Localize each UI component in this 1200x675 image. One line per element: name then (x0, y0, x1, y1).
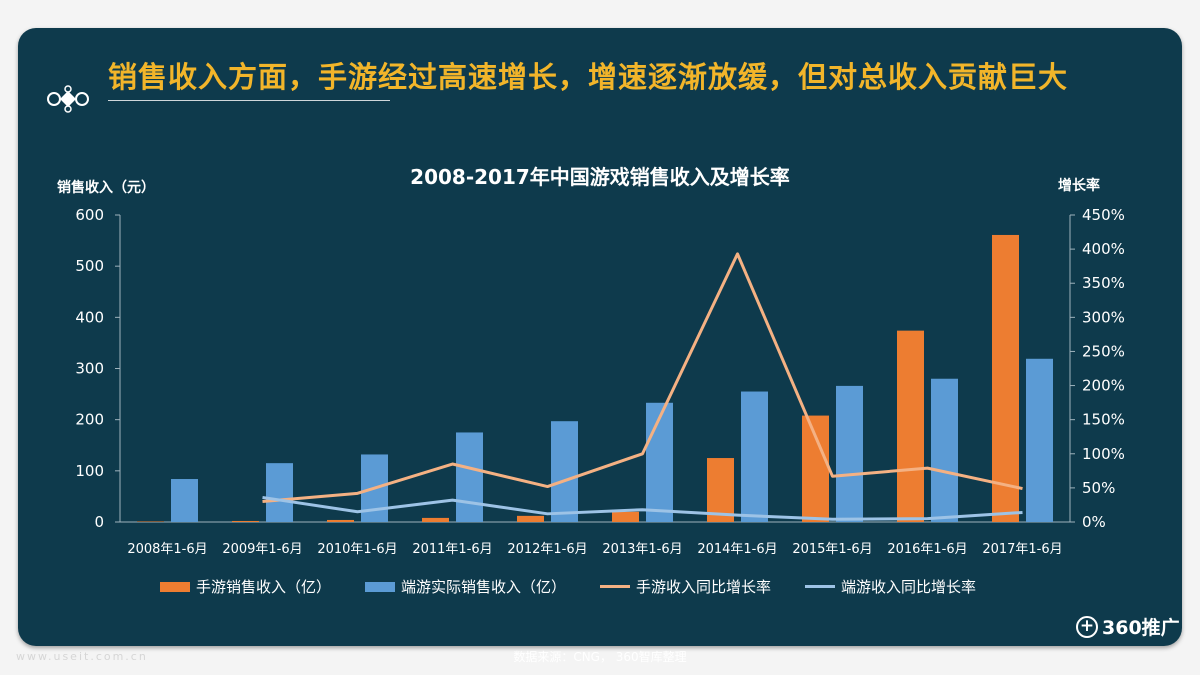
legend-label-pc-growth: 端游收入同比增长率 (841, 578, 977, 596)
line-mobile-growth (262, 252, 1023, 504)
bar-pc-revenue (171, 479, 198, 522)
bar-mobile-revenue (802, 415, 829, 522)
bar-mobile-revenue (992, 234, 1019, 522)
bar-pc-revenue (1026, 358, 1053, 522)
ornament-icon (47, 85, 89, 113)
bar-mobile-revenue (232, 520, 259, 522)
x-tick-label: 2012年1-6月 (507, 542, 587, 557)
bar-pc-revenue (266, 463, 293, 522)
y-left-tick-label: 500 (75, 257, 104, 275)
brand-logo-text: 360推广 (1102, 617, 1180, 639)
brand-logo: + 360推广 (1076, 613, 1180, 640)
y-right-tick-label: 50% (1082, 479, 1115, 497)
y-left-tick-label: 200 (75, 411, 104, 429)
bar-mobile-revenue (897, 330, 924, 522)
legend-swatch-mobile-growth (600, 585, 631, 588)
x-tick-label: 2008年1-6月 (127, 542, 207, 557)
y-right-tick-label: 200% (1082, 377, 1125, 395)
x-tick-label: 2013年1-6月 (602, 542, 682, 557)
y-left-tick-label: 300 (75, 360, 104, 378)
bar-mobile-revenue (137, 521, 164, 522)
y-axis-left-label: 销售收入（元） (57, 180, 155, 196)
y-right-tick-label: 300% (1082, 308, 1125, 326)
legend-label-mobile-growth: 手游收入同比增长率 (636, 578, 772, 596)
bar-pc-revenue (836, 385, 863, 522)
legend-item-pc-revenue: 端游实际销售收入（亿） (365, 576, 566, 597)
bar-pc-revenue (551, 421, 578, 522)
legend-swatch-pc-growth (805, 585, 836, 588)
y-right-tick-label: 100% (1082, 445, 1125, 463)
chart-legend: 手游销售收入（亿） 端游实际销售收入（亿） 手游收入同比增长率 端游收入同比增长… (160, 576, 1060, 597)
slide-panel: 数据来源：CNG， 360智库整理 (18, 28, 1182, 664)
y-right-tick-label: 450% (1082, 206, 1125, 224)
y-left-tick-label: 0 (94, 513, 104, 531)
bar-pc-revenue (931, 378, 958, 522)
x-tick-label: 2010年1-6月 (317, 542, 397, 557)
y-right-tick-label: 0% (1082, 513, 1106, 531)
chart-title: 2008-2017年中国游戏销售收入及增长率 (410, 165, 790, 189)
x-tick-label: 2014年1-6月 (697, 542, 777, 557)
legend-swatch-mobile-revenue (160, 581, 190, 592)
bar-mobile-revenue (517, 515, 544, 522)
bar-mobile-revenue (327, 519, 354, 522)
legend-item-pc-growth: 端游收入同比增长率 (805, 576, 976, 597)
bar-pc-revenue (456, 432, 483, 522)
legend-label-pc-revenue: 端游实际销售收入（亿） (401, 578, 567, 596)
x-tick-label: 2017年1-6月 (982, 542, 1062, 557)
y-right-tick-label: 150% (1082, 411, 1125, 429)
bar-pc-revenue (646, 402, 673, 522)
bar-pc-revenue (741, 391, 768, 522)
x-tick-label: 2011年1-6月 (412, 542, 492, 557)
y-right-tick-label: 250% (1082, 342, 1125, 360)
y-left-tick-label: 100 (75, 462, 104, 480)
y-right-tick-label: 350% (1082, 274, 1125, 292)
data-source-note: 数据来源：CNG， 360智库整理 (513, 650, 687, 664)
bar-mobile-revenue (707, 458, 734, 522)
plus-icon: + (1076, 615, 1098, 638)
bar-mobile-revenue (422, 517, 449, 522)
watermark: www.useit.com.cn (16, 650, 148, 663)
x-tick-label: 2015年1-6月 (792, 542, 872, 557)
y-left-tick-label: 400 (75, 308, 104, 326)
x-tick-label: 2009年1-6月 (222, 542, 302, 557)
bar-mobile-revenue (612, 511, 639, 522)
x-tick-label: 2016年1-6月 (887, 542, 967, 557)
legend-item-mobile-revenue: 手游销售收入（亿） (160, 576, 331, 597)
y-left-tick-label: 600 (75, 206, 104, 224)
legend-swatch-pc-revenue (365, 581, 396, 592)
legend-label-mobile-revenue: 手游销售收入（亿） (196, 578, 332, 596)
line-pc-growth (262, 495, 1023, 521)
slide-headline: 销售收入方面，手游经过高速增长，增速逐渐放缓，但对总收入贡献巨大 (108, 60, 1069, 94)
headline-underline (108, 100, 390, 101)
y-axis-right-label: 增长率 (1058, 178, 1100, 194)
legend-item-mobile-growth: 手游收入同比增长率 (600, 576, 771, 597)
y-right-tick-label: 400% (1082, 240, 1125, 258)
